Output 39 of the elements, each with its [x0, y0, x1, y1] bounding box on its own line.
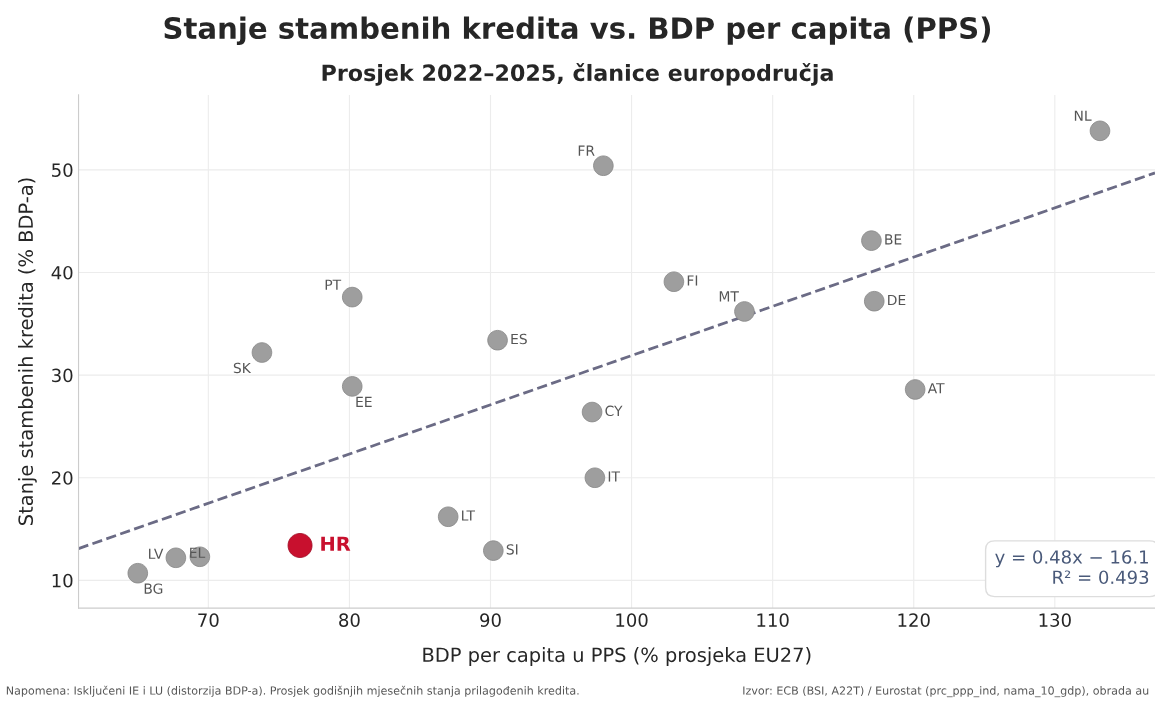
chart-subtitle: Prosjek 2022–2025, članice europodručja [322, 63, 833, 86]
point [1089, 120, 1111, 142]
x-tick-label: 110 [757, 613, 789, 627]
annotation: MT [719, 291, 739, 302]
annotation: HR [321, 536, 351, 551]
x-tick-label: 80 [339, 613, 360, 627]
annotation: IT [608, 471, 621, 482]
annotation: FI [687, 275, 698, 286]
text: Izvor: ECB (BSI, A22T) / Eurostat (prc_ppp_ind, nama_10_gdp), obrada au [743, 686, 1149, 698]
annotation: FR [578, 145, 595, 156]
text: Napomena: Isključeni IE i LU (distorzija BDP-a). Prosjek godišnjih mjesečnih stanja prilagođenih kredita. [6, 685, 579, 697]
y-tick-label: 10 [52, 573, 73, 588]
annotation: BE [885, 234, 902, 245]
x-axis-title: BDP per capita u PPS (% prosjeka EU27) [423, 647, 811, 666]
y-tick-label: 50 [52, 163, 73, 177]
y-tick-label: 40 [51, 265, 73, 280]
x-tick-label: 70 [198, 613, 219, 627]
y-tick-label: 30 [52, 368, 73, 383]
annotation: LV [149, 548, 164, 559]
x-tick-label: 90 [480, 613, 501, 627]
x-tick-label: 120 [898, 613, 930, 627]
annotation: SK [233, 362, 252, 374]
annotation: AT [927, 383, 945, 394]
annotation: PT [325, 279, 342, 290]
y-axis-title: Stanje stambenih kredita (% BDP-a) [18, 178, 37, 525]
annotation: EE [356, 396, 372, 407]
x-tick-label: 130 [1039, 613, 1071, 627]
annotation: CY [605, 405, 623, 417]
chart-title: Stanje stambenih kredita vs. BDP per capita (PPS) [164, 16, 991, 45]
annotation: DE [888, 294, 906, 306]
annotation: SI [506, 544, 518, 555]
annotation: ES [511, 333, 527, 345]
annotation: NL [1074, 110, 1092, 121]
x-tick-label: 100 [616, 613, 648, 627]
annotation: y = 0.48x − 16.1 R² = 0.493 [995, 550, 1149, 585]
annotation: LT [462, 510, 476, 521]
annotation: BG [144, 583, 163, 594]
y-tick-label: 20 [52, 471, 73, 485]
annotation: EL [190, 547, 206, 558]
